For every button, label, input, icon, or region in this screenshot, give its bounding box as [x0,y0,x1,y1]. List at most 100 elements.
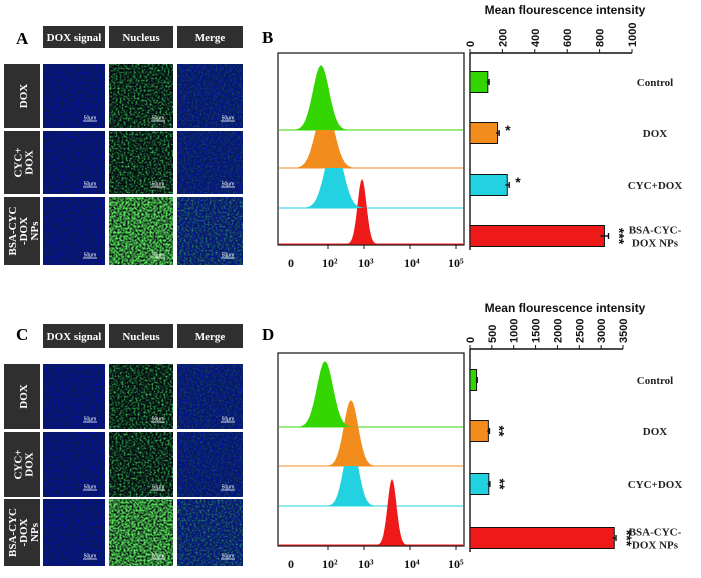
bar-tick-label: 200 [497,29,509,47]
bar-tick-label: 400 [530,29,542,47]
row-label-bg [4,197,40,265]
bar-category-label: Control [637,375,673,387]
bar-chart-title: Mean flourescence intensity [485,3,646,17]
bar-chart-top: Mean flourescence intensity 0 200 400 600 800… [465,3,682,250]
column-header-bg [43,324,105,348]
bar-tick-label: 1500 [531,319,543,343]
column-header-bg [177,26,243,48]
panel-letter-c: C [16,325,28,344]
scale-label: 50μm [84,485,97,491]
scale-label: 50μm [222,253,235,259]
scale-label: 50μm [152,116,165,122]
flow-tick-label: 10³ [358,557,374,571]
scale-label: 50μm [222,182,235,188]
bar-category-label: CYC+DOX [628,479,683,491]
row-label: DOX [18,84,30,109]
significance-stars: *** [612,228,628,245]
bar [469,122,499,144]
scale-label: 50μm [84,554,97,560]
bar [469,527,615,549]
panel-letter-b: B [262,28,273,47]
scale-label: 50μm [84,182,97,188]
flow-tick-label: 10⁵ [448,256,464,270]
significance-stars: ** [492,479,508,490]
bar [469,174,508,196]
bar-tick-label: 1000 [509,319,521,343]
bar-tick-label: 0 [465,41,477,47]
bar-category-label: BSA-CYC-DOX NPs [629,527,682,552]
flow-tick-label: 10⁴ [404,557,420,571]
micrograph-overlay [177,197,243,265]
column-header-bg [109,324,173,348]
column-header: Nucleus [122,331,160,343]
micrograph-overlay [177,432,243,497]
flow-tick-label: 10³ [358,256,374,270]
significance-stars: * [505,122,511,138]
column-header: DOX signal [47,331,102,343]
scale-label: 50μm [222,485,235,491]
panel-letter-a: A [16,29,29,48]
flow-tick-label: 0 [288,557,294,571]
micrograph-texture [43,197,105,265]
micrograph-overlay [177,499,243,566]
micrograph-texture [43,432,105,497]
micrograph-texture [109,131,173,194]
histogram-peak [285,103,365,168]
micrograph-texture [109,64,173,128]
bar-tick-label: 2500 [574,319,586,343]
column-header-bg [177,324,243,348]
flow-tick-label: 0 [288,256,294,270]
bar-chart-title: Mean flourescence intensity [485,301,646,315]
micrograph-overlay [177,131,243,194]
histogram-peak [372,479,412,545]
column-header-bg [43,26,105,48]
scale-label: 50μm [152,417,165,423]
scale-label: 50μm [152,485,165,491]
row-label: DOX [18,384,30,409]
scale-label: 50μm [84,417,97,423]
histogram-peak [319,400,383,466]
bar-tick-label: 3500 [618,319,630,343]
flow-plot-frame [277,352,465,547]
significance-stars: * [515,174,521,190]
bar-tick-label: 500 [487,325,499,343]
significance-stars: *** [619,530,635,547]
histogram-peak [294,143,374,208]
micrograph-texture [43,364,105,429]
scale-label: 50μm [84,116,97,122]
micrograph-texture [43,131,105,194]
micrograph-texture [109,432,173,497]
microscopy-grid-bottom: DOX signal Nucleus Merge DOX 50μm 50μm 50μm CYC… [4,324,243,566]
row-label: CYC+DOX [13,449,36,479]
bar [469,225,605,247]
bar-chart-bottom: Mean flourescence intensity 0 500 1000 1500 2… [465,301,682,552]
row-label-bg [4,364,40,429]
bar-category-label: DOX [643,128,668,140]
row-label: CYC+DOX [13,147,36,177]
bar [469,420,489,442]
column-header-bg [109,26,173,48]
panel-top: A B DOX signal Nucleus Merge DOX 50μm 50μm 50μ… [4,3,682,270]
panel-bottom: C D DOX signal Nucleus Merge DOX 50μm 50μm 50μ… [4,301,682,571]
bar-tick-label: 3000 [596,319,608,343]
bar [469,369,478,391]
histogram-peak [285,65,357,130]
column-header: Merge [195,331,226,343]
bar-category-label: Control [637,77,673,89]
row-label: BSA-CYC-DOXNPs [7,207,41,256]
column-header: DOX signal [47,32,102,44]
flow-tick-label: 10² [322,256,338,270]
scale-label: 50μm [152,253,165,259]
flow-tick-label: 10⁵ [448,557,464,571]
flow-histogram-top: 0 10² 10³ 10⁴ 10⁵ [277,52,465,270]
bar-tick-label: 600 [562,29,574,47]
bar-category-label: DOX [643,426,668,438]
bar-tick-label: 0 [465,337,477,343]
flow-tick-label: 10² [322,557,338,571]
histogram-peak [319,440,383,506]
row-label-bg [4,432,40,497]
scale-label: 50μm [84,253,97,259]
bar [469,71,489,93]
panel-letter-d: D [262,325,274,344]
histogram-peak [289,361,361,427]
